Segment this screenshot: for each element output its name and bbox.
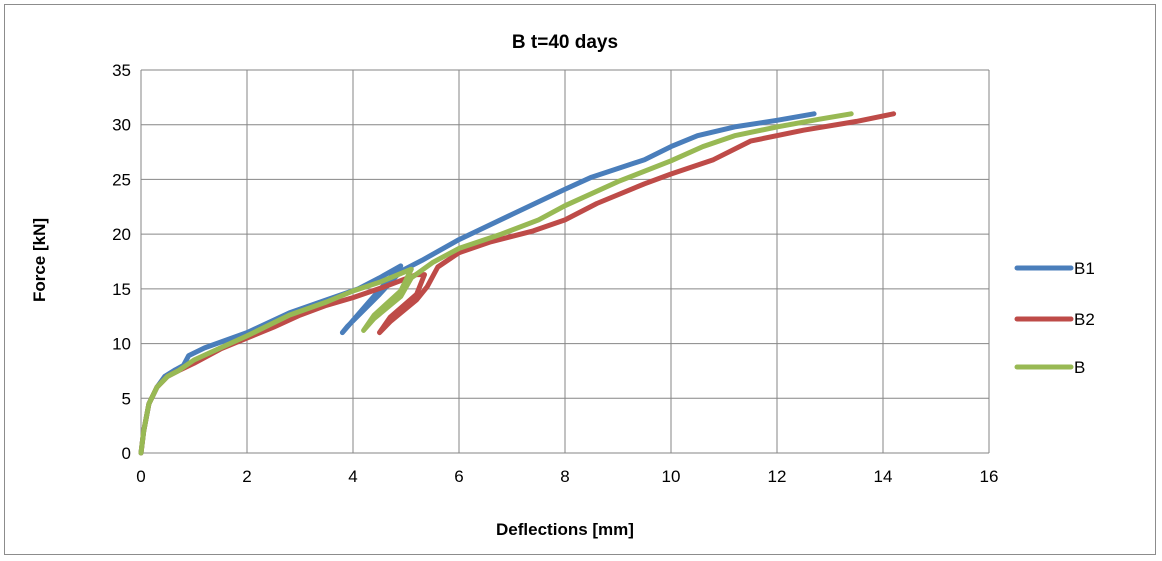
y-tick-label: 0	[122, 444, 131, 463]
x-tick-label: 2	[242, 467, 251, 486]
x-tick-label: 10	[662, 467, 681, 486]
legend-label-b1: B1	[1074, 259, 1095, 278]
tick-labels: 0 5 10 15 20 25 30 35 0 2 4 6 8 10 12 14 16	[112, 61, 998, 486]
legend-label-b2: B2	[1074, 310, 1095, 329]
y-tick-label: 25	[112, 170, 131, 189]
y-tick-label: 30	[112, 116, 131, 135]
grid-layer	[140, 69, 990, 454]
legend-label-b: B	[1074, 358, 1085, 377]
x-tick-label: 4	[348, 467, 357, 486]
x-axis-title: Deflections [mm]	[496, 520, 634, 539]
series-layer	[138, 111, 897, 456]
x-tick-label: 14	[874, 467, 893, 486]
series-line-b	[138, 111, 854, 456]
x-tick-label: 8	[560, 467, 569, 486]
x-tick-label: 6	[454, 467, 463, 486]
y-tick-label: 35	[112, 61, 131, 80]
series-line-b2	[138, 111, 897, 456]
y-tick-label: 20	[112, 225, 131, 244]
x-tick-label: 16	[980, 467, 999, 486]
legend: B1 B2 B	[1014, 259, 1095, 377]
x-tick-label: 0	[136, 467, 145, 486]
chart-title: B t=40 days	[512, 32, 618, 53]
y-axis-title: Force [kN]	[30, 218, 49, 302]
y-tick-label: 5	[122, 389, 131, 408]
y-tick-label: 10	[112, 335, 131, 354]
y-tick-label: 15	[112, 280, 131, 299]
chart-frame: B t=40 days 0 5 10 15 20 25 30 35 0 2 4 6 8 10 12 14 16 …	[4, 4, 1156, 555]
series-line-b1	[138, 111, 817, 456]
x-tick-label: 12	[768, 467, 787, 486]
